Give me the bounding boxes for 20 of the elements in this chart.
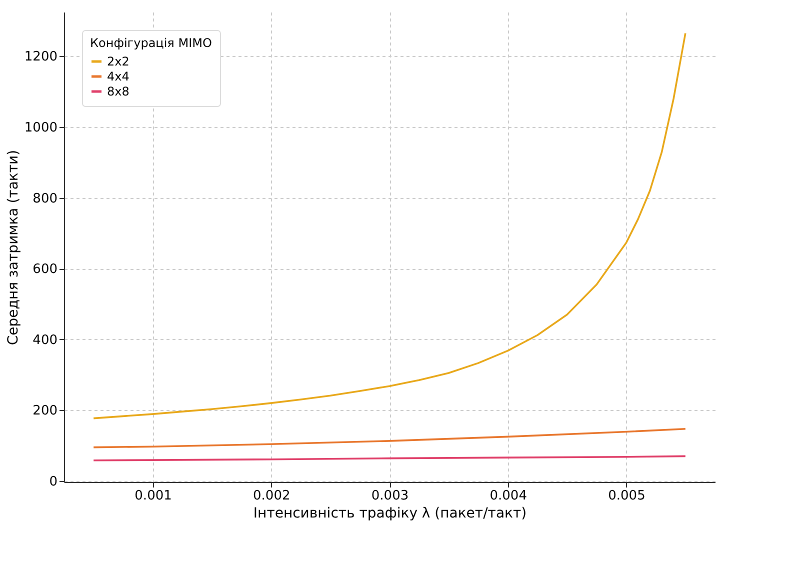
line-series	[92, 428, 686, 448]
y-axis-title: Середня затримка (такти)	[5, 150, 22, 346]
x-axis-title: Інтенсивність трафіку λ (пакет/такт)	[253, 506, 527, 522]
x-tick-label: 0.005	[608, 488, 646, 504]
x-tick-label: 0.003	[371, 488, 409, 504]
y-tick-label: 1000	[24, 120, 58, 136]
y-tick-label: 800	[32, 191, 58, 206]
legend-label: 4x4	[107, 70, 130, 84]
x-tick-label: 0.001	[134, 488, 172, 504]
y-tick-label: 200	[32, 404, 58, 419]
y-tick-label: 0	[49, 474, 58, 490]
x-tick-label: 0.002	[253, 488, 290, 504]
y-tick-label: 600	[32, 262, 58, 278]
legend-label: 2x2	[107, 54, 130, 68]
legend-title: Конфігурація MIMO	[90, 36, 212, 50]
x-tick-label: 0.004	[490, 488, 527, 504]
y-tick-label: 1200	[24, 50, 58, 65]
legend-label: 8x8	[107, 84, 130, 98]
y-tick-label: 400	[32, 332, 58, 348]
line-series	[92, 32, 686, 420]
